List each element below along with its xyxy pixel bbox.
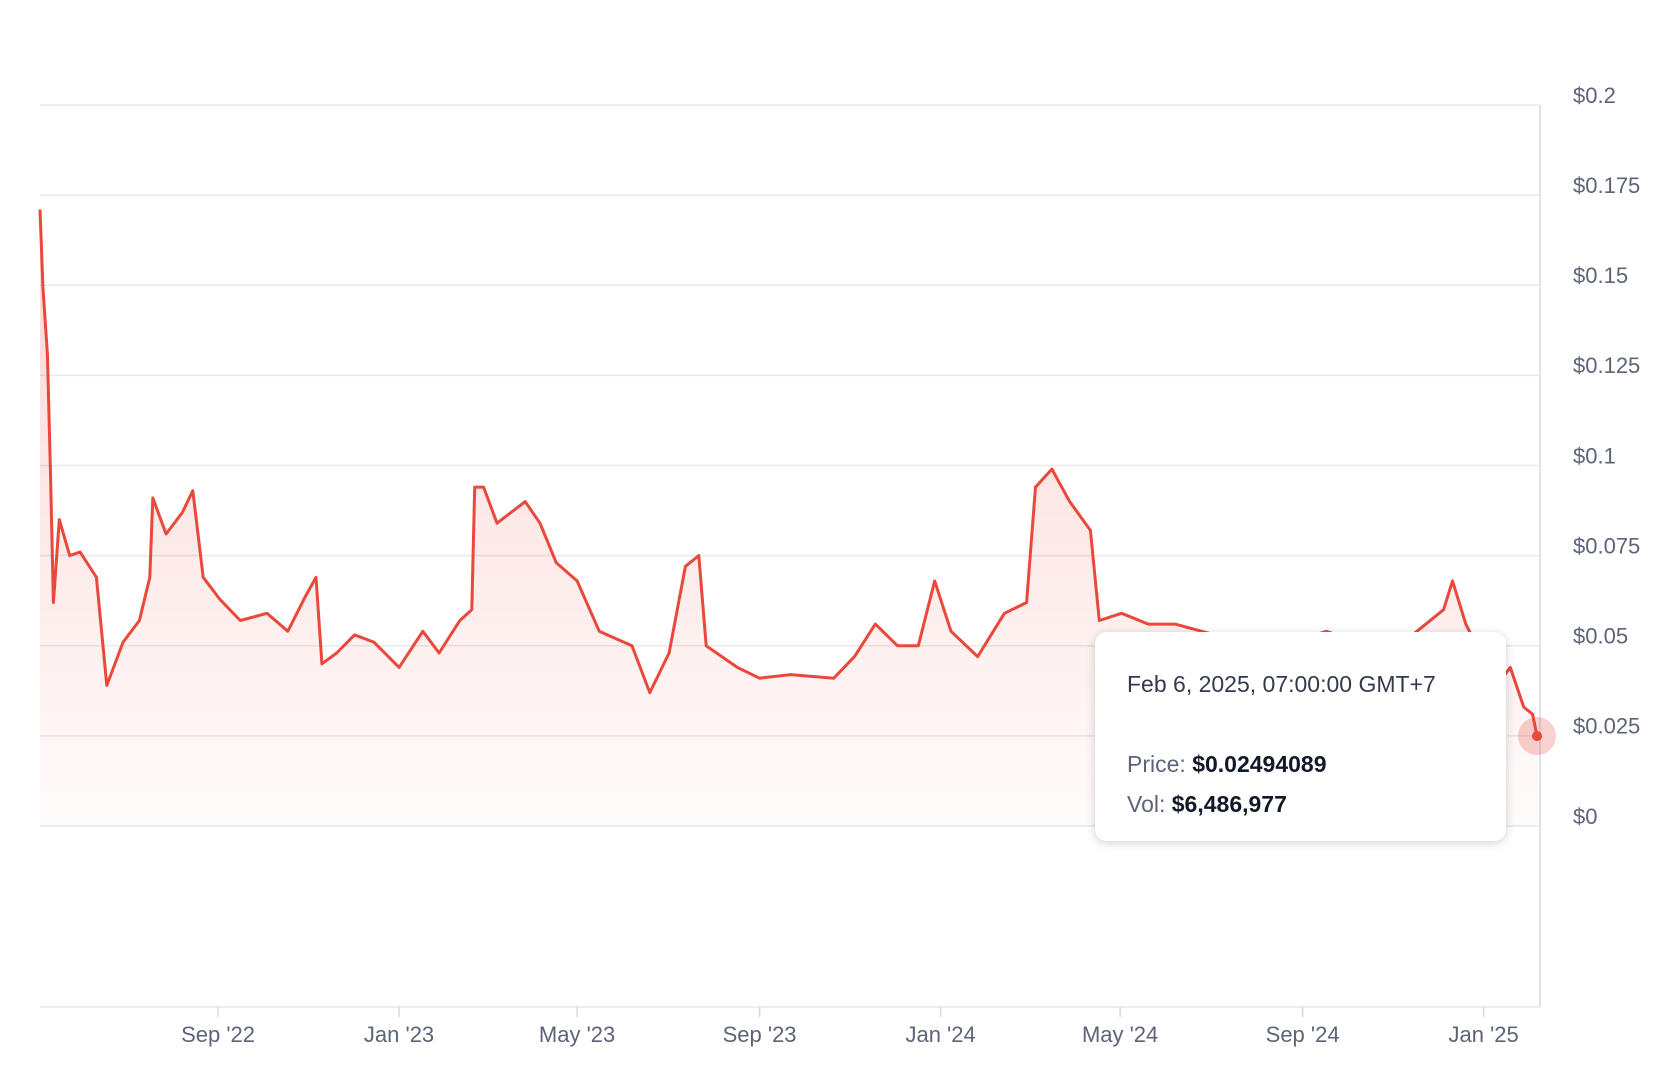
vol-value: $6,486,977 bbox=[1171, 791, 1287, 817]
price-value: $0.02494089 bbox=[1192, 751, 1327, 777]
y-tick-label: $0.2 bbox=[1573, 83, 1616, 108]
x-tick-label: May '23 bbox=[539, 1022, 615, 1047]
y-tick-label: $0.125 bbox=[1573, 353, 1640, 378]
tooltip-vol: Vol: $6,486,977 bbox=[1127, 784, 1474, 824]
vol-label: Vol: bbox=[1127, 791, 1166, 817]
price-line bbox=[38, 209, 1539, 737]
tooltip-date: Feb 6, 2025, 07:00:00 GMT+7 bbox=[1127, 671, 1436, 697]
y-tick-label: $0.05 bbox=[1573, 624, 1628, 649]
tooltip-price: Price: $0.02494089 bbox=[1127, 744, 1474, 784]
x-tick-label: Jan '25 bbox=[1448, 1022, 1518, 1047]
x-tick-label: May '24 bbox=[1082, 1022, 1158, 1047]
hover-dot bbox=[1532, 731, 1543, 742]
y-tick-label: $0.1 bbox=[1573, 443, 1616, 468]
x-tick-label: Jan '24 bbox=[905, 1022, 975, 1047]
y-tick-label: $0.075 bbox=[1573, 533, 1640, 558]
x-tick-label: Sep '22 bbox=[181, 1022, 255, 1047]
y-tick-label: $0.025 bbox=[1573, 714, 1640, 739]
x-tick-label: Sep '24 bbox=[1266, 1022, 1340, 1047]
x-tick-label: Jan '23 bbox=[364, 1022, 434, 1047]
price-label: Price: bbox=[1127, 751, 1186, 777]
y-tick-label: $0 bbox=[1573, 804, 1597, 829]
y-tick-label: $0.175 bbox=[1573, 173, 1640, 198]
tooltip: Feb 6, 2025, 07:00:00 GMT+7 Price: $0.02… bbox=[1095, 632, 1506, 841]
x-tick-label: Sep '23 bbox=[723, 1022, 797, 1047]
y-tick-label: $0.15 bbox=[1573, 263, 1628, 288]
